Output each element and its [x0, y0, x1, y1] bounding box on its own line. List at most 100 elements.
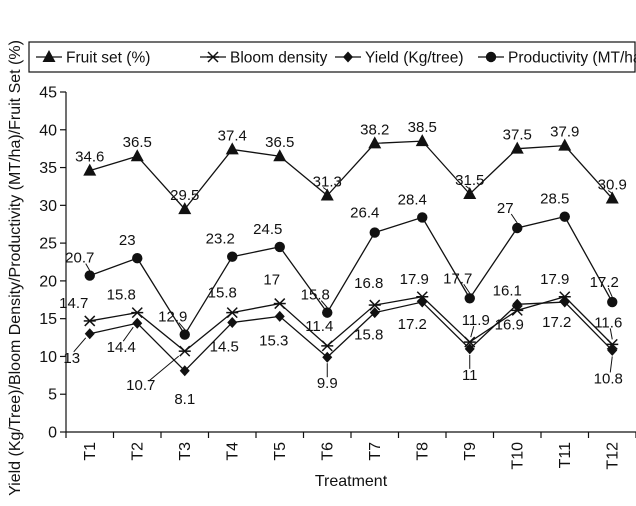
- data-point: [130, 149, 144, 162]
- x-tick-label: T10: [509, 442, 526, 470]
- data-point: [559, 296, 570, 308]
- series-line: [89, 301, 613, 372]
- data-label: 34.6: [75, 149, 104, 166]
- data-label: 16.9: [495, 316, 524, 333]
- data-point: [368, 136, 382, 149]
- label-leader: [73, 337, 87, 353]
- data-label: 38.5: [408, 119, 437, 136]
- y-tick-label: 40: [39, 122, 57, 139]
- series-circle: [84, 211, 618, 340]
- data-label: 17: [263, 272, 280, 289]
- data-point: [417, 212, 428, 223]
- label-leader: [607, 190, 613, 194]
- data-point: [179, 365, 190, 377]
- series-star: [83, 291, 619, 357]
- legend-label: Yield (Kg/tree): [365, 50, 464, 67]
- data-label: 16.8: [354, 275, 383, 292]
- x-tick-label: T4: [224, 442, 241, 461]
- legend-item: Yield (Kg/tree): [335, 50, 464, 67]
- data-point: [131, 307, 144, 319]
- legend-item: Bloom density: [200, 50, 328, 67]
- legend-box: [28, 41, 636, 73]
- data-label: 17.7: [443, 270, 472, 287]
- data-label: 23: [119, 232, 136, 249]
- data-point: [605, 191, 619, 204]
- data-point: [607, 296, 618, 308]
- data-point: [464, 343, 475, 355]
- data-label: 17.2: [542, 314, 571, 331]
- data-point: [225, 142, 239, 155]
- data-label: 11.4: [305, 318, 333, 335]
- data-label: 11.9: [462, 312, 490, 329]
- data-label: 24.5: [253, 221, 282, 238]
- data-label: 17.2: [398, 316, 427, 333]
- legend-label: Fruit set (%): [66, 50, 150, 67]
- x-tick-label: T7: [367, 442, 384, 461]
- label-leader: [322, 187, 328, 191]
- legend-item: Productivity (MT/ha): [478, 50, 636, 67]
- data-point: [512, 222, 523, 234]
- data-label: 37.5: [503, 127, 532, 144]
- data-label: 11.6: [594, 314, 622, 331]
- label-leader: [470, 325, 475, 338]
- data-labels: 34.6 36.5 29.5 37.4 36.5 31.3 38.2 38.5 31.5 37.5…: [59, 119, 627, 408]
- data-point: [132, 253, 143, 264]
- data-point: [369, 307, 380, 319]
- label-leader: [320, 300, 328, 308]
- data-point: [83, 163, 97, 176]
- x-tick-label: T9: [462, 442, 479, 461]
- data-label: 31.3: [313, 174, 342, 191]
- data-label: 11: [462, 367, 478, 384]
- y-tick-label: 35: [39, 160, 57, 177]
- data-point: [321, 340, 334, 352]
- data-label: 30.9: [598, 177, 627, 194]
- data-label: 12.9: [158, 309, 187, 326]
- data-point: [559, 211, 570, 222]
- data-label: 37.4: [218, 127, 247, 144]
- series-layer: [83, 134, 619, 377]
- legend: Fruit set (%) Bloom density Yield (Kg/tree…: [28, 41, 636, 73]
- data-label: 26.4: [350, 205, 379, 222]
- data-point: [415, 134, 429, 147]
- data-label: 37.9: [550, 124, 579, 141]
- data-label: 15.8: [301, 287, 330, 304]
- data-point: [84, 328, 95, 340]
- x-tick-label: T6: [319, 442, 336, 461]
- x-tick-label: T8: [414, 442, 431, 461]
- label-leader: [463, 283, 471, 294]
- data-label: 36.5: [265, 134, 294, 151]
- data-point: [512, 298, 523, 310]
- data-label: 10.8: [594, 370, 623, 387]
- x-tick-label: T11: [557, 442, 574, 468]
- series-triangle: [83, 134, 619, 215]
- data-label: 14.5: [210, 338, 239, 355]
- label-leader: [510, 213, 518, 224]
- x-tick-label: T1: [82, 442, 99, 461]
- data-point: [132, 317, 143, 329]
- data-label: 16.1: [493, 282, 522, 299]
- data-label: 17.2: [590, 274, 619, 291]
- data-point: [274, 310, 285, 322]
- y-tick-label: 20: [39, 273, 57, 290]
- data-label: 17.9: [400, 271, 429, 288]
- data-point: [227, 316, 238, 328]
- legend-label: Productivity (MT/ha): [508, 50, 636, 67]
- data-label: 8.1: [174, 391, 195, 408]
- y-axis-title: Yield (Kg/Tree)/Bloom Density/Productivi…: [7, 40, 24, 496]
- data-point: [417, 296, 428, 308]
- data-label: 20.7: [65, 250, 94, 267]
- x-tick-label: T5: [272, 442, 289, 461]
- legend-marker: [42, 50, 56, 62]
- data-point: [179, 329, 190, 340]
- label-leader: [148, 355, 180, 382]
- x-tick-label: T3: [177, 442, 194, 461]
- data-point: [368, 299, 381, 311]
- data-label: 28.4: [398, 191, 427, 208]
- x-axis-title: Treatment: [315, 473, 388, 490]
- series-line: [89, 296, 613, 352]
- data-label: 13: [63, 350, 80, 367]
- data-label: 15.8: [107, 287, 136, 304]
- y-tick-label: 30: [39, 198, 57, 215]
- legend-marker: [207, 51, 219, 63]
